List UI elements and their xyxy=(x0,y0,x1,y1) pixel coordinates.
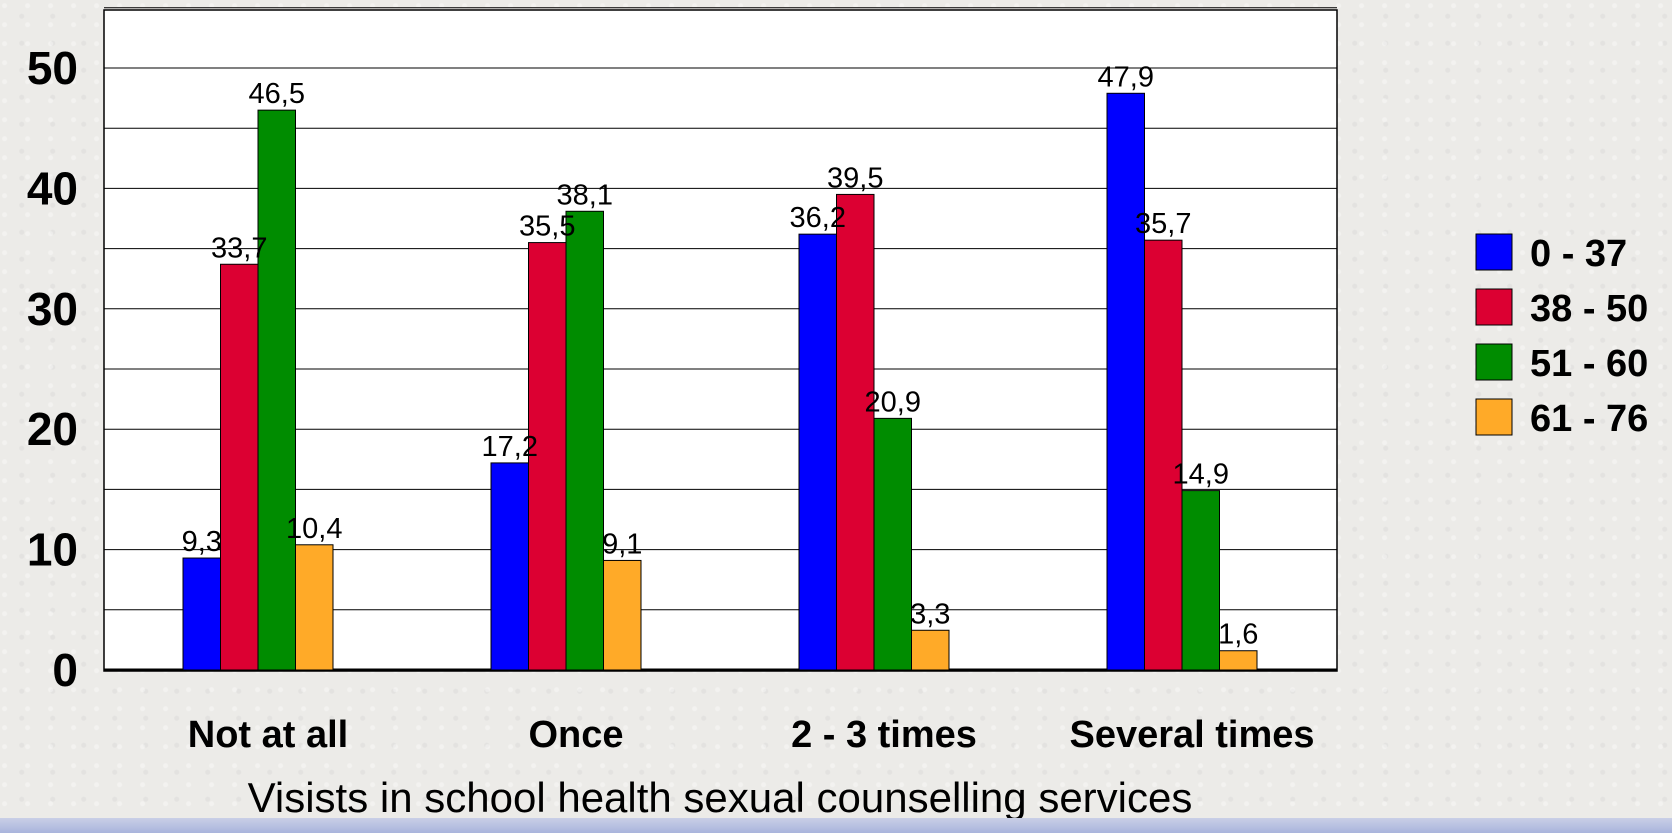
bar-51-60-0 xyxy=(257,109,296,671)
data-label: 36,2 xyxy=(790,202,846,234)
data-labels: 9,3 33,7 46,5 10,4 17,2 35,538,1 9,1 36,2 39,5 20… xyxy=(182,61,1259,650)
y-tick-label: 50 xyxy=(27,42,78,94)
data-label: 39,5 xyxy=(827,162,883,194)
bar-0-37-3 xyxy=(1106,92,1145,671)
y-tick-label: 10 xyxy=(27,524,78,576)
data-label: 33,7 xyxy=(211,232,267,264)
legend-label: 38 - 50 xyxy=(1530,288,1648,330)
data-label: 9,3 xyxy=(182,526,222,558)
data-label: 3,3 xyxy=(910,598,950,630)
legend-label: 61 - 76 xyxy=(1530,398,1648,440)
x-axis-label: Visists in school health sexual counsell… xyxy=(248,774,1193,821)
bar-38-50-1 xyxy=(528,242,567,671)
bar-51-60-2 xyxy=(873,417,912,671)
x-tick-label: Not at all xyxy=(188,714,348,756)
bar-38-50-0 xyxy=(220,263,259,671)
legend-swatch xyxy=(1475,233,1513,271)
bar-61-76-1 xyxy=(603,559,642,671)
bar-0-37-1 xyxy=(490,462,529,671)
bar-38-50-2 xyxy=(836,193,875,671)
bar-0-37-2 xyxy=(798,233,837,671)
bottom-decor-band xyxy=(0,818,1672,833)
bar-61-76-0 xyxy=(295,544,334,671)
bars xyxy=(182,92,1258,671)
data-label: 38,1 xyxy=(557,179,613,211)
data-label: 35,5 xyxy=(519,211,575,243)
bar-61-76-2 xyxy=(911,629,950,671)
data-label: 47,9 xyxy=(1098,61,1154,93)
data-label: 14,9 xyxy=(1173,459,1229,491)
y-tick-label: 30 xyxy=(27,283,78,335)
legend-swatch xyxy=(1475,398,1513,436)
x-tick-labels: Not at all Once 2 - 3 times Several times xyxy=(188,714,1315,756)
data-label: 9,1 xyxy=(602,528,642,560)
bar-51-60-1 xyxy=(565,210,604,671)
bar-38-50-3 xyxy=(1144,239,1183,671)
legend-label: 0 - 37 xyxy=(1530,233,1627,275)
data-label: 17,2 xyxy=(482,431,538,463)
data-label: 20,9 xyxy=(865,386,921,418)
legend-swatch xyxy=(1475,288,1513,326)
y-tick-label: 0 xyxy=(52,644,78,696)
y-tick-labels: 0 10 20 30 40 50 xyxy=(27,42,78,696)
legend-swatch xyxy=(1475,343,1513,381)
x-tick-label: Several times xyxy=(1069,714,1314,756)
y-tick-label: 40 xyxy=(27,162,78,214)
x-tick-label: Once xyxy=(528,714,623,756)
bar-61-76-3 xyxy=(1219,650,1258,671)
data-label: 10,4 xyxy=(286,513,342,545)
y-tick-label: 20 xyxy=(27,403,78,455)
legend-label: 51 - 60 xyxy=(1530,343,1648,385)
legend: 0 - 37 38 - 50 51 - 60 61 - 76 xyxy=(1475,233,1648,440)
bar-51-60-3 xyxy=(1181,490,1220,671)
data-label: 35,7 xyxy=(1135,208,1191,240)
bar-0-37-0 xyxy=(182,557,221,671)
data-label: 1,6 xyxy=(1218,619,1258,651)
data-label: 46,5 xyxy=(249,78,305,110)
x-tick-label: 2 - 3 times xyxy=(791,714,977,756)
